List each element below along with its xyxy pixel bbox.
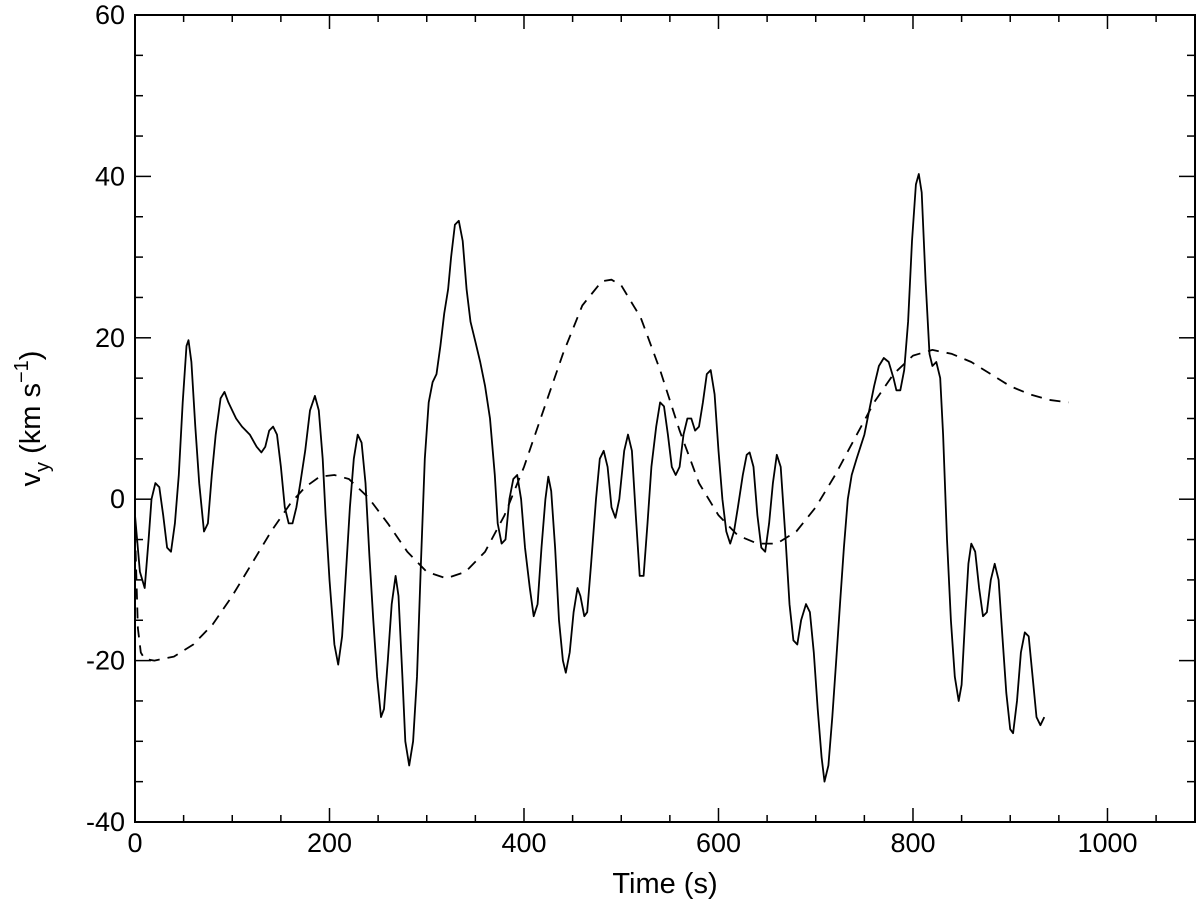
- y-axis-title-subscript: y: [32, 462, 54, 472]
- y-tick-label: 40: [95, 161, 125, 191]
- y-axis-title-units-close: ): [15, 351, 47, 361]
- plot-frame: [134, 14, 1196, 823]
- y-axis-title-base: v: [15, 471, 47, 486]
- x-tick-label: 600: [696, 828, 741, 858]
- y-tick-label: -20: [86, 646, 125, 676]
- x-tick-label: 400: [501, 828, 546, 858]
- series-line-2: [134, 278, 1069, 662]
- y-tick-label: 60: [95, 0, 125, 30]
- y-axis-title-units: (km s: [15, 383, 47, 462]
- y-tick-label: 20: [95, 323, 125, 353]
- x-tick-label: 800: [890, 828, 935, 858]
- x-tick-label: 0: [127, 828, 142, 858]
- axis-ticks: [134, 14, 1195, 823]
- y-tick-label: 0: [110, 484, 125, 514]
- series-line-1: [134, 173, 1046, 783]
- tick-labels: 0 200 400 600 800 1000 -40 -20 0 20 40 60: [86, 0, 1138, 858]
- y-axis-title: vy (km s−1): [11, 351, 54, 487]
- x-axis-title: Time (s): [612, 868, 717, 900]
- series-layer: [134, 173, 1069, 783]
- x-tick-label: 200: [307, 828, 352, 858]
- y-tick-label: -40: [86, 807, 125, 837]
- y-axis-title-superscript: −1: [11, 360, 33, 383]
- x-tick-label: 1000: [1077, 828, 1137, 858]
